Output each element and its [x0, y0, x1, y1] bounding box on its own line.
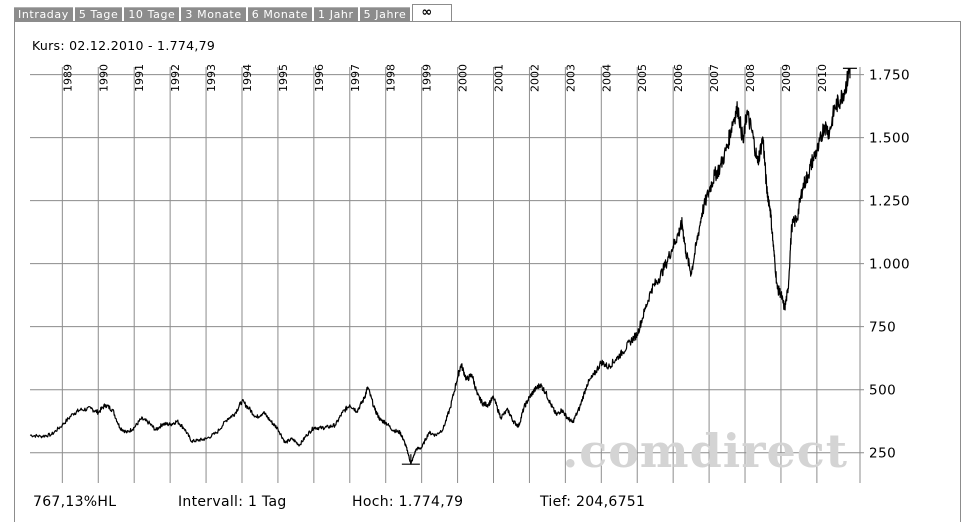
chart-panel — [14, 21, 961, 522]
tab-5[interactable]: 1 Jahr — [314, 7, 358, 22]
x-tick-label: 2009 — [780, 64, 793, 92]
period-tabs: Intraday 5 Tage 10 Tage 3 Monate 6 Monate 1 J… — [14, 4, 454, 22]
x-tick-label: 2003 — [564, 64, 577, 92]
tab-1[interactable]: 5 Tage — [74, 7, 123, 22]
x-tick-label: 2006 — [672, 64, 685, 92]
footer-hl: 767,13%HL — [33, 494, 117, 510]
x-tick-label: 2002 — [528, 64, 541, 92]
y-tick-label: 1.250 — [869, 194, 910, 210]
tab-3[interactable]: 3 Monate — [181, 7, 246, 22]
x-tick-label: 1992 — [169, 64, 182, 92]
footer-intervall: Intervall: 1 Tag — [178, 494, 287, 510]
x-tick-label: 1991 — [133, 64, 146, 92]
x-tick-label: 2000 — [457, 64, 470, 92]
price-line — [29, 68, 851, 465]
x-tick-label: 1993 — [205, 64, 218, 92]
x-tick-label: 2010 — [816, 64, 829, 92]
tab-2[interactable]: 10 Tage — [124, 7, 180, 22]
x-tick-label: 1989 — [61, 64, 74, 92]
x-tick-label: 1999 — [421, 64, 434, 92]
x-tick-label: 2007 — [708, 64, 721, 92]
x-tick-label: 1998 — [385, 64, 398, 92]
footer-tief: Tief: 204,6751 — [540, 494, 646, 510]
x-tick-label: 2004 — [600, 64, 613, 92]
tab-6[interactable]: 5 Jahre — [359, 7, 411, 22]
x-tick-label: 1995 — [277, 64, 290, 92]
y-tick-label: 1.000 — [869, 257, 910, 273]
tab-4[interactable]: 6 Monate — [247, 7, 313, 22]
y-tick-label: 750 — [869, 320, 896, 336]
tab-0[interactable]: Intraday — [14, 7, 73, 22]
x-tick-label: 1990 — [97, 64, 110, 92]
y-tick-label: 1.500 — [869, 131, 910, 147]
y-tick-label: 500 — [869, 383, 896, 399]
y-tick-label: 1.750 — [869, 68, 910, 84]
tab-7[interactable]: ∞ — [412, 4, 452, 22]
x-tick-label: 1994 — [241, 64, 254, 92]
y-tick-label: 250 — [869, 446, 896, 462]
footer-hoch: Hoch: 1.774,79 — [352, 494, 464, 510]
kurs-label: Kurs: 02.12.2010 - 1.774,79 — [32, 38, 216, 53]
comdirect-watermark: .comdirect — [562, 424, 848, 478]
x-tick-label: 2001 — [493, 64, 506, 92]
x-tick-label: 1996 — [313, 64, 326, 92]
x-tick-label: 2008 — [744, 64, 757, 92]
x-tick-label: 1997 — [349, 64, 362, 92]
x-tick-label: 2005 — [636, 64, 649, 92]
